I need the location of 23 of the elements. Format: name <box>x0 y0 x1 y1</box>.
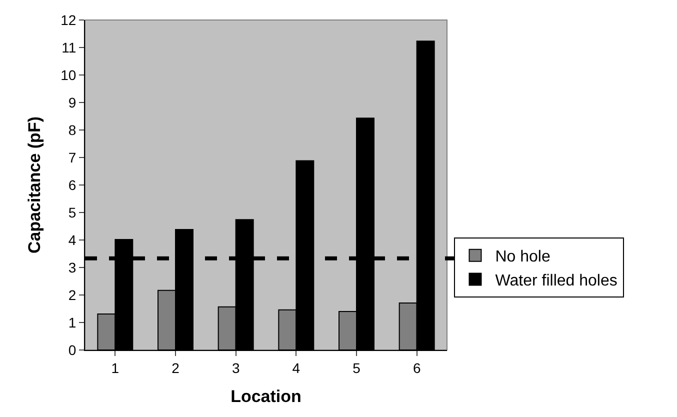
y-tick-label: 4 <box>68 232 76 248</box>
x-tick-label: 2 <box>172 360 180 376</box>
y-tick-label: 7 <box>68 149 76 166</box>
y-tick-label: 6 <box>68 176 76 193</box>
y-tick-label: 3 <box>68 259 76 276</box>
y-tick-label: 9 <box>68 94 76 110</box>
y-tick-label: 1 <box>68 314 76 330</box>
x-tick-label: 3 <box>232 360 240 376</box>
x-tick-label: 5 <box>352 360 361 376</box>
x-axis-title: Location <box>230 387 302 406</box>
y-tick-label: 0 <box>68 342 76 358</box>
y-tick-label: 12 <box>60 12 76 28</box>
y-tick-label: 2 <box>68 286 76 303</box>
y-tick-label: 10 <box>60 66 76 83</box>
legend-label: Water filled holes <box>495 272 618 290</box>
x-tick-label: 1 <box>111 360 120 376</box>
y-axis-title: Capacitance (pF) <box>25 116 44 254</box>
y-tick-label: 8 <box>68 122 76 138</box>
x-tick-label: 6 <box>412 360 421 376</box>
y-tick-label: 5 <box>68 204 76 220</box>
x-tick-label: 4 <box>292 360 300 376</box>
legend-label: No hole <box>495 248 550 266</box>
y-tick-label: 11 <box>62 39 76 56</box>
